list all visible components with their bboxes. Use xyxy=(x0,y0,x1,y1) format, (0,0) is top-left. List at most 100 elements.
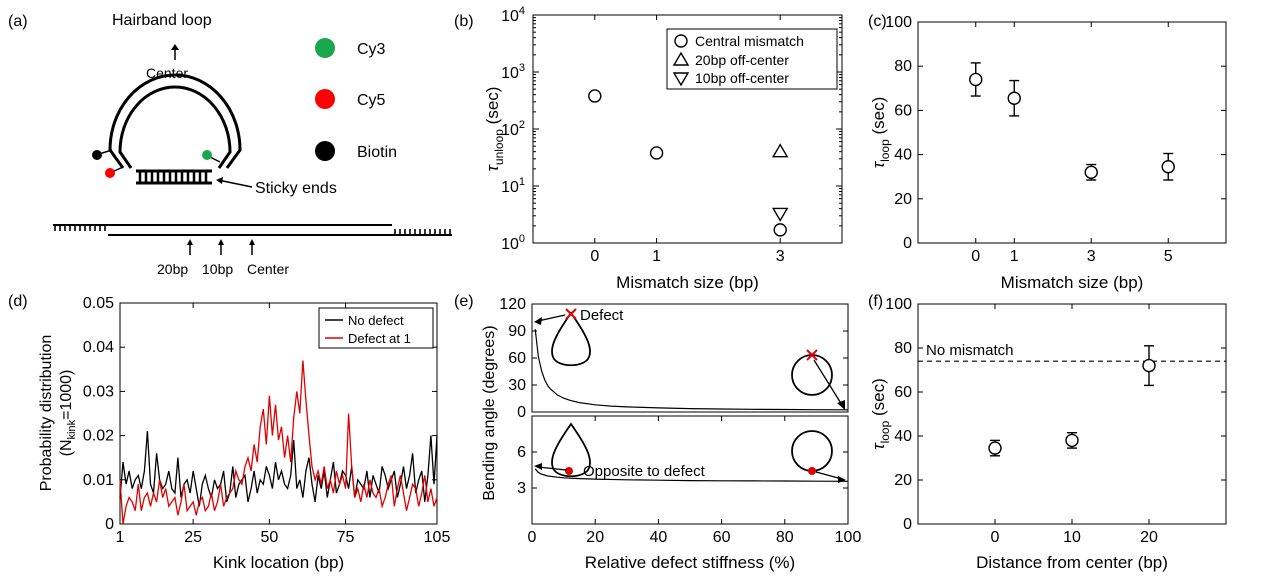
y-tick-label: 103 xyxy=(501,62,525,82)
y-tick-label: 60 xyxy=(894,102,912,119)
legend-label-biotin: Biotin xyxy=(357,144,397,161)
opposite-dot-lower-left xyxy=(565,467,573,475)
y-tick-label: 80 xyxy=(894,340,912,357)
y-tick-label: 30 xyxy=(508,377,526,394)
y-axis-label: Probability distribution xyxy=(38,335,55,492)
opposite-dot-lower-right xyxy=(808,467,816,475)
x-tick-label: 0 xyxy=(590,248,599,265)
arrow-10bp-head xyxy=(218,239,224,245)
y-tick-label: 0.01 xyxy=(83,472,114,489)
data-point xyxy=(1142,358,1156,373)
sticky-ends-arrow-head xyxy=(216,177,223,184)
series-line-no-defect xyxy=(119,431,438,507)
x-tick-label: 75 xyxy=(337,529,355,546)
center-arrow-head xyxy=(171,44,179,50)
panel-label: (f) xyxy=(868,293,883,310)
x-axis-label: Mismatch size (bp) xyxy=(1001,273,1144,292)
legend-box xyxy=(666,28,838,90)
legend-label-central: Central mismatch xyxy=(695,33,804,49)
x-tick-label: 0 xyxy=(991,529,1000,546)
y-tick-label: 0.05 xyxy=(83,295,114,312)
data-point xyxy=(988,441,1002,455)
loop-outer-strand xyxy=(108,73,242,169)
y-axis-label: Bending angle (degrees) xyxy=(481,325,498,500)
data-point xyxy=(1065,433,1079,448)
y-tick-label: 100 xyxy=(885,296,912,313)
sticky-end-base-pairs xyxy=(138,171,208,183)
legend-dot-cy5 xyxy=(315,89,335,109)
x-tick-label: 5 xyxy=(1164,248,1173,265)
y-tick-label: 0.02 xyxy=(83,428,114,445)
left-overhang-ticks xyxy=(54,225,106,231)
y-tick-label: 40 xyxy=(894,428,912,445)
legend-marker-20bp xyxy=(672,51,690,66)
defect-cross-upper-right xyxy=(806,349,818,361)
sticky-ends-arrow xyxy=(217,179,253,188)
hairband-loop-title: Hairband loop xyxy=(112,12,212,29)
y-tick-label: 0 xyxy=(517,404,526,421)
annotation-opposite-to-defect: Opposite to defect xyxy=(583,463,706,480)
center-label: Center xyxy=(146,65,188,81)
data-point-central xyxy=(588,89,602,103)
y-tick-label: 80 xyxy=(894,58,912,75)
x-tick-label: 3 xyxy=(776,248,785,265)
defect-cross-upper-left xyxy=(565,308,577,320)
data-point-20bp xyxy=(771,143,789,158)
panel-b-unloop-time-chart: (b) 0 1 3 100 101 102 103 104 Mismatch size (bp) τ… xyxy=(454,5,843,292)
y-tick-label: 101 xyxy=(501,176,525,196)
right-overhang-ticks xyxy=(394,229,451,235)
biotin-dot xyxy=(92,150,102,160)
x-tick-label: 3 xyxy=(1087,248,1096,265)
y-tick-label: 0 xyxy=(903,516,912,533)
circle-glyph-upper xyxy=(791,354,833,396)
data-point xyxy=(1007,91,1021,105)
defect-angle-curve xyxy=(534,329,849,411)
y-axis-label: τloop (sec) xyxy=(869,97,892,169)
cy5-dot xyxy=(105,168,115,178)
panel-label: (e) xyxy=(454,293,474,310)
series-line-defect-at-1 xyxy=(119,360,438,525)
opposite-arrow-right xyxy=(815,471,843,480)
no-mismatch-label: No mismatch xyxy=(926,342,1014,359)
y-tick-label: 120 xyxy=(499,296,526,313)
x-tick-label: 10 xyxy=(1063,529,1081,546)
panel-label: (b) xyxy=(454,13,474,30)
y-tick-label: 104 xyxy=(501,5,525,25)
x-tick-label: 60 xyxy=(713,529,731,546)
position-center-label: Center xyxy=(247,261,289,277)
legend-label-20bp: 20bp off-center xyxy=(695,52,789,68)
y-tick-label: 3 xyxy=(517,480,526,497)
y-tick-label: 90 xyxy=(508,323,526,340)
defect-arrow-right-head xyxy=(837,400,845,410)
x-axis-label: Kink location (bp) xyxy=(213,553,344,572)
panel-d-kink-distribution-chart: (d) 1 25 50 75 105 0 0.01 0.02 0.03 0.04 0.05 Kink l… xyxy=(8,293,450,572)
legend-marker-10bp xyxy=(672,72,690,87)
lower-plot-frame xyxy=(531,415,849,525)
opposite-arrow-left-head xyxy=(534,463,542,470)
y-axis-label: τloop (sec) xyxy=(869,378,892,450)
legend-label-10bp: 10bp off-center xyxy=(695,70,789,86)
y-tick-label: 60 xyxy=(894,384,912,401)
opposite-angle-curve xyxy=(534,468,849,482)
arrow-20bp-head xyxy=(187,239,193,245)
teardrop-glyph-lower xyxy=(551,422,591,478)
legend-label-no-defect: No defect xyxy=(348,313,404,328)
y-tick-label: 0 xyxy=(903,235,912,252)
y-tick-label: 60 xyxy=(508,350,526,367)
defect-arrow-head xyxy=(534,317,542,325)
y-tick-label: 100 xyxy=(885,14,912,31)
plot-frame xyxy=(119,302,438,525)
y-tick-label: 20 xyxy=(894,472,912,489)
data-point xyxy=(1161,160,1175,174)
sticky-ends-label: Sticky ends xyxy=(255,180,337,197)
y-tick-label: 6 xyxy=(517,444,526,461)
x-tick-label: 1 xyxy=(652,248,661,265)
legend-label-defect-at-1: Defect at 1 xyxy=(348,331,411,346)
panel-c-loop-time-chart: (c) 0 1 3 5 0 20 40 60 80 100 Mismatch size (bp) τlo… xyxy=(868,13,1227,292)
panel-f-distance-chart: (f) 0 10 20 0 20 40 60 80 100 No mismatch Distance … xyxy=(868,293,1227,572)
x-axis-label: Distance from center (bp) xyxy=(976,553,1168,572)
x-tick-label: 25 xyxy=(184,529,202,546)
y-axis-label: τunloop (sec) xyxy=(483,87,506,172)
opposite-arrow-left xyxy=(537,466,567,471)
